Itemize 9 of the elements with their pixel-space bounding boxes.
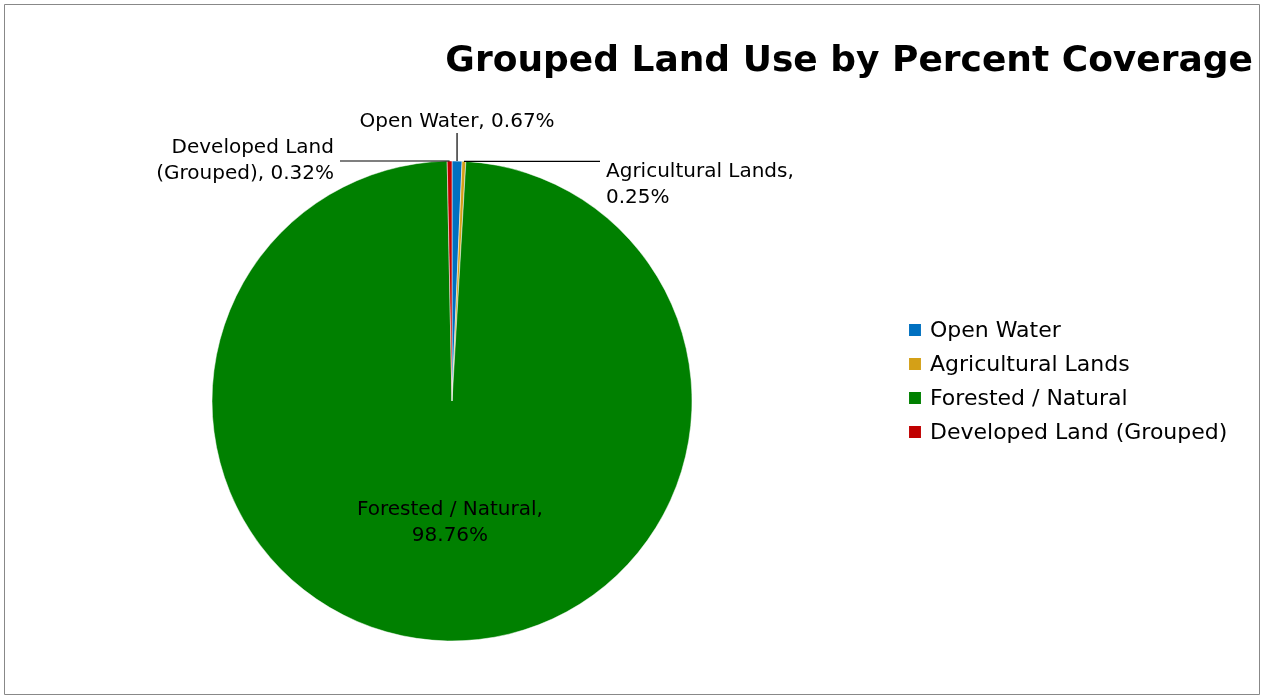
legend-label: Developed Land (Grouped)	[930, 419, 1228, 444]
data-label: Forested / Natural, 98.76%	[356, 495, 543, 546]
legend-label: Agricultural Lands	[930, 351, 1130, 376]
chart-title: Grouped Land Use by Percent Coverage	[445, 38, 1253, 79]
legend-label: Open Water	[930, 317, 1062, 342]
data-label: Agricultural Lands, 0.25%	[606, 158, 794, 209]
data-label: Open Water, 0.67%	[359, 108, 555, 133]
legend-label: Forested / Natural	[930, 385, 1128, 410]
data-label: Developed Land (Grouped), 0.32%	[156, 134, 334, 185]
